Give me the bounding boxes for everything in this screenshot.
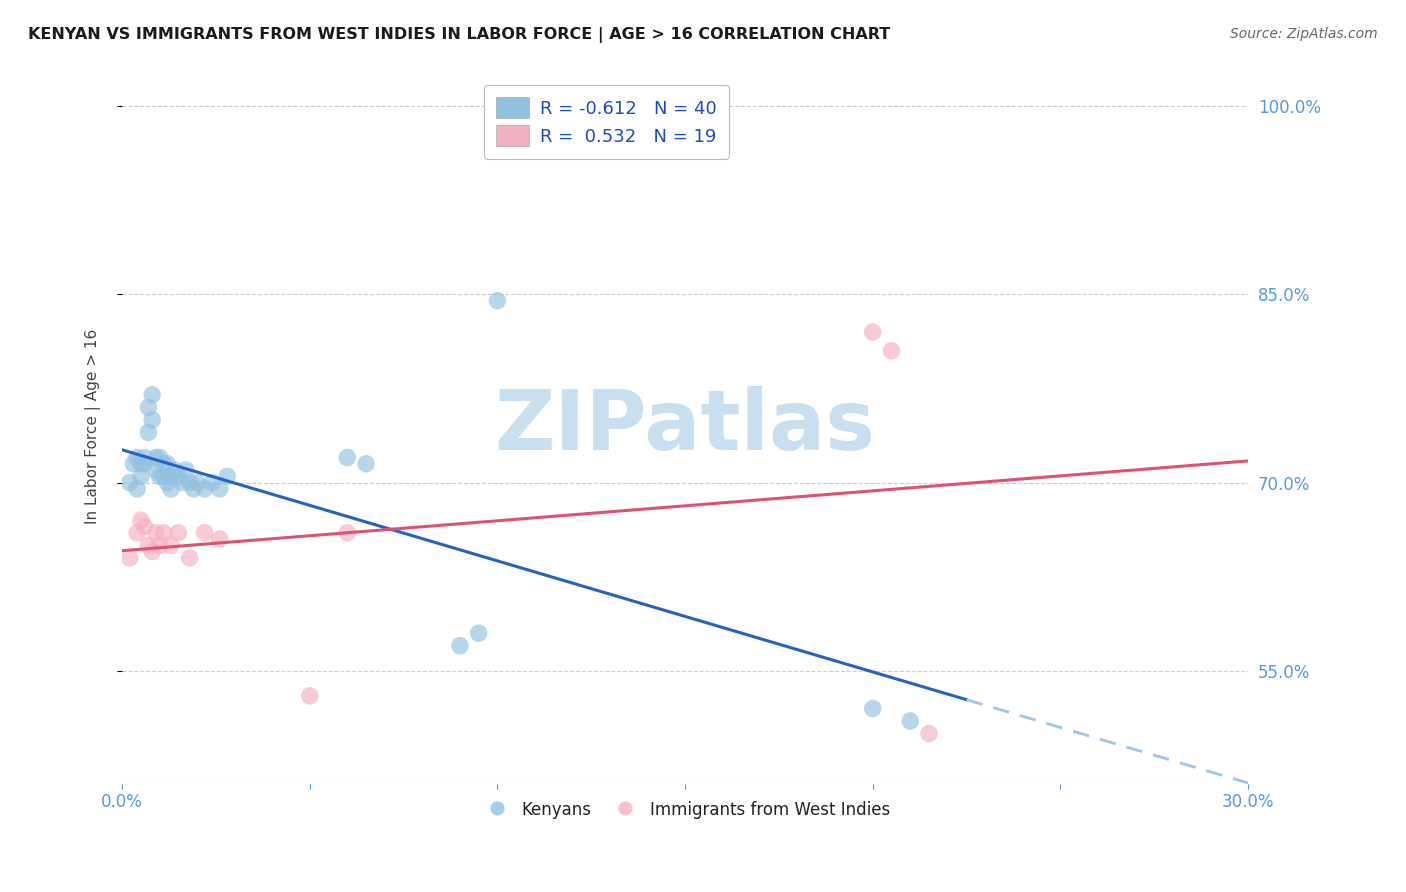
Point: [127, 450, 149, 465]
Point: [201, 475, 224, 490]
Point: [167, 525, 190, 540]
Point: [134, 450, 156, 465]
Point: [118, 550, 141, 565]
Point: [336, 450, 359, 465]
Point: [217, 469, 239, 483]
Point: [174, 463, 197, 477]
Point: [152, 525, 174, 540]
Point: [354, 457, 377, 471]
Point: [298, 689, 321, 703]
Point: [163, 463, 186, 477]
Point: [129, 513, 152, 527]
Point: [145, 450, 167, 465]
Point: [118, 475, 141, 490]
Point: [208, 482, 231, 496]
Point: [449, 639, 471, 653]
Y-axis label: In Labor Force | Age > 16: In Labor Force | Age > 16: [86, 328, 101, 524]
Point: [134, 519, 156, 533]
Point: [122, 457, 145, 471]
Point: [486, 293, 509, 308]
Point: [918, 726, 941, 740]
Point: [160, 482, 183, 496]
Text: ZIPatlas: ZIPatlas: [495, 385, 876, 467]
Point: [138, 401, 160, 415]
Point: [141, 413, 163, 427]
Point: [194, 525, 217, 540]
Point: [152, 469, 174, 483]
Point: [208, 532, 231, 546]
Point: [141, 544, 163, 558]
Point: [880, 343, 903, 358]
Point: [862, 325, 884, 339]
Point: [172, 475, 194, 490]
Point: [141, 388, 163, 402]
Point: [127, 482, 149, 496]
Point: [194, 482, 217, 496]
Point: [179, 550, 201, 565]
Point: [336, 525, 359, 540]
Point: [152, 457, 174, 471]
Point: [127, 525, 149, 540]
Point: [149, 469, 172, 483]
Text: Source: ZipAtlas.com: Source: ZipAtlas.com: [1230, 27, 1378, 41]
Point: [898, 714, 921, 728]
Point: [129, 469, 152, 483]
Text: KENYAN VS IMMIGRANTS FROM WEST INDIES IN LABOR FORCE | AGE > 16 CORRELATION CHAR: KENYAN VS IMMIGRANTS FROM WEST INDIES IN…: [28, 27, 890, 43]
Point: [138, 538, 160, 552]
Point: [156, 475, 179, 490]
Point: [149, 450, 172, 465]
Point: [145, 525, 167, 540]
Point: [145, 463, 167, 477]
Point: [167, 469, 190, 483]
Point: [186, 475, 208, 490]
Point: [160, 469, 183, 483]
Point: [160, 538, 183, 552]
Point: [156, 457, 179, 471]
Point: [149, 538, 172, 552]
Point: [862, 701, 884, 715]
Point: [467, 626, 489, 640]
Point: [134, 457, 156, 471]
Point: [183, 482, 205, 496]
Legend: Kenyans, Immigrants from West Indies: Kenyans, Immigrants from West Indies: [474, 794, 897, 825]
Point: [138, 425, 160, 440]
Point: [179, 475, 201, 490]
Point: [129, 457, 152, 471]
